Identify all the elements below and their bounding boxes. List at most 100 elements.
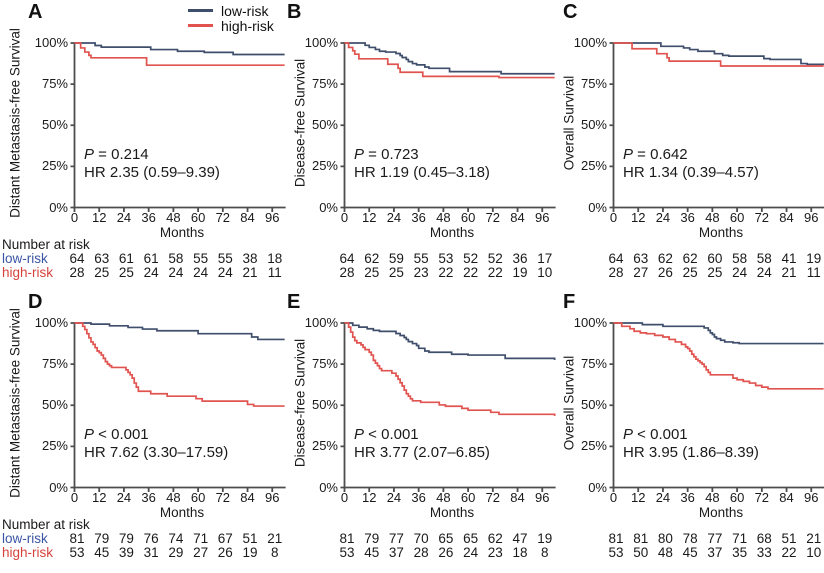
panel-letter-a: A bbox=[28, 1, 43, 23]
x-tick-label: 72 bbox=[485, 490, 501, 505]
panel-letter-c: C bbox=[563, 1, 578, 23]
y-tick-label: 50% bbox=[41, 397, 68, 413]
y-tick-label: 50% bbox=[311, 397, 338, 413]
y-tick-label: 50% bbox=[311, 117, 338, 133]
y-tick-label: 50% bbox=[580, 397, 607, 413]
risk-count: 22 bbox=[463, 265, 479, 280]
risk-count: 50 bbox=[633, 545, 649, 560]
risk-count: 77 bbox=[707, 531, 723, 546]
risk-count: 28 bbox=[69, 265, 85, 280]
risk-count: 24 bbox=[168, 265, 184, 280]
x-tick-label: 84 bbox=[510, 210, 525, 225]
y-tick-label: 100% bbox=[573, 315, 607, 330]
x-tick-label: 96 bbox=[265, 210, 280, 225]
hazard-ratio: HR 3.77 (2.07–6.85) bbox=[354, 444, 490, 461]
x-tick-label: 48 bbox=[705, 490, 720, 505]
risk-count: 65 bbox=[438, 531, 454, 546]
x-axis-label: Months bbox=[698, 225, 744, 240]
risk-count: 67 bbox=[217, 531, 233, 546]
risk-count: 33 bbox=[756, 545, 772, 560]
y-tick-label: 25% bbox=[311, 158, 338, 174]
y-tick-label: 75% bbox=[580, 76, 607, 92]
risk-count: 24 bbox=[732, 265, 748, 280]
risk-count: 31 bbox=[143, 545, 159, 560]
p-symbol: P bbox=[623, 426, 634, 443]
x-tick-label: 36 bbox=[411, 210, 426, 225]
x-tick-label: 36 bbox=[141, 210, 156, 225]
risk-count: 77 bbox=[388, 531, 404, 546]
y-tick-label: 50% bbox=[41, 117, 68, 133]
risk-count: 64 bbox=[608, 251, 624, 266]
risk-count: 62 bbox=[364, 251, 380, 266]
survival-curve-low-risk bbox=[613, 42, 824, 66]
risk-count: 8 bbox=[270, 545, 279, 560]
risk-count: 25 bbox=[388, 265, 404, 280]
risk-count: 11 bbox=[806, 265, 821, 280]
p-value-text: = 0.214 bbox=[94, 146, 149, 163]
y-tick-label: 100% bbox=[34, 35, 68, 50]
risk-count: 22 bbox=[438, 265, 454, 280]
x-tick-label: 12 bbox=[361, 210, 377, 225]
risk-count: 65 bbox=[463, 531, 479, 546]
axes bbox=[340, 42, 556, 212]
risk-count: 25 bbox=[707, 265, 723, 280]
risk-count: 37 bbox=[707, 545, 723, 560]
risk-count: 79 bbox=[364, 531, 380, 546]
risk-count: 71 bbox=[732, 531, 748, 546]
risk-count: 24 bbox=[756, 265, 772, 280]
risk-count: 63 bbox=[94, 251, 110, 266]
y-tick-label: 0% bbox=[49, 199, 68, 215]
y-tick-label: 75% bbox=[41, 76, 68, 92]
x-tick-label: 96 bbox=[804, 210, 819, 225]
p-symbol: P bbox=[84, 426, 95, 443]
risk-count: 22 bbox=[781, 545, 797, 560]
low-risk-line-swatch bbox=[188, 9, 213, 12]
panel-e: E Disease-free Survival 100% 75% 50% 25% 0% 0 12… bbox=[278, 290, 556, 573]
y-tick-label: 75% bbox=[311, 76, 338, 92]
hazard-ratio: HR 3.95 (1.86–8.39) bbox=[623, 444, 759, 461]
x-tick-label: 24 bbox=[116, 490, 132, 505]
axes bbox=[609, 42, 824, 212]
risk-count: 21 bbox=[242, 265, 258, 280]
risk-count: 22 bbox=[487, 265, 503, 280]
x-axis-label: Months bbox=[159, 505, 205, 520]
y-tick-label: 100% bbox=[34, 315, 68, 330]
legend: low-risk high-risk bbox=[188, 3, 274, 34]
survival-curve-high-risk bbox=[344, 322, 556, 416]
y-tick-label: 0% bbox=[319, 199, 338, 215]
risk-count: 27 bbox=[193, 545, 209, 560]
risk-count: 76 bbox=[143, 531, 159, 546]
risk-count: 70 bbox=[413, 531, 429, 546]
survival-curve-high-risk bbox=[74, 42, 285, 67]
p-value-text: = 0.642 bbox=[633, 146, 688, 163]
risk-count: 10 bbox=[806, 545, 822, 560]
risk-count: 39 bbox=[118, 545, 134, 560]
risk-count: 63 bbox=[633, 251, 649, 266]
risk-row-label-low-risk: low-risk bbox=[2, 251, 48, 266]
p-symbol: P bbox=[354, 426, 365, 443]
plot-svg bbox=[340, 42, 556, 212]
risk-row-label-low-risk: low-risk bbox=[2, 531, 48, 546]
risk-count: 24 bbox=[217, 265, 233, 280]
risk-count: 62 bbox=[682, 251, 698, 266]
p-symbol: P bbox=[84, 146, 95, 163]
risk-count: 79 bbox=[118, 531, 134, 546]
risk-count: 8 bbox=[540, 545, 549, 560]
panel-letter-e: E bbox=[287, 291, 301, 313]
x-tick-label: 84 bbox=[240, 490, 255, 505]
risk-count: 64 bbox=[69, 251, 85, 266]
risk-count: 62 bbox=[657, 251, 673, 266]
risk-count: 48 bbox=[657, 545, 673, 560]
risk-count: 53 bbox=[339, 545, 355, 560]
survival-curve-low-risk bbox=[74, 42, 285, 56]
risk-count: 19 bbox=[537, 531, 553, 546]
risk-count: 35 bbox=[732, 545, 748, 560]
x-tick-label: 12 bbox=[630, 210, 646, 225]
risk-count: 18 bbox=[267, 251, 283, 266]
p-value: P < 0.001 bbox=[623, 426, 688, 443]
x-tick-label: 24 bbox=[386, 490, 402, 505]
risk-count: 55 bbox=[413, 251, 429, 266]
x-tick-label: 0 bbox=[70, 490, 79, 505]
y-axis-label: Distant Metastasis-free Survival bbox=[7, 308, 23, 498]
plot-svg bbox=[609, 42, 824, 212]
